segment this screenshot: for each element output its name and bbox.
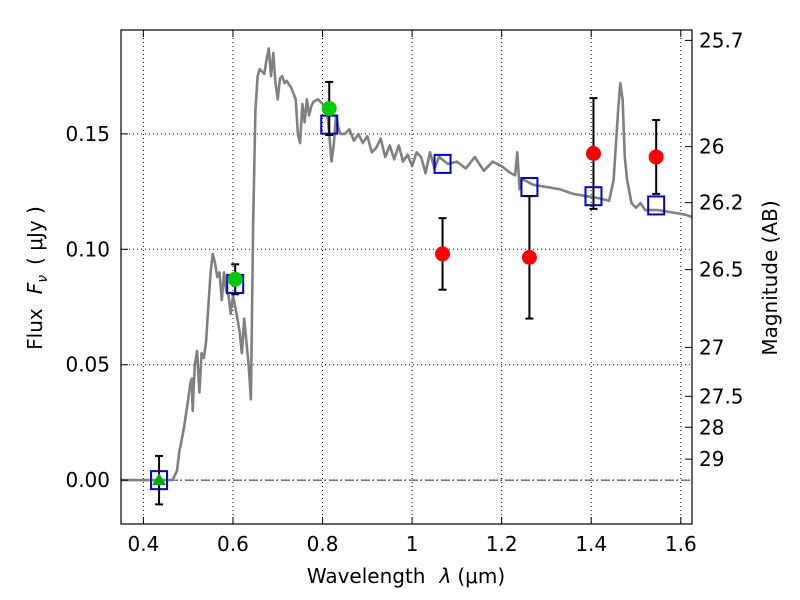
x-tick-label: 1.4 [575, 532, 607, 556]
magnitude-tick-label: 27.5 [699, 384, 744, 408]
magnitude-tick-label: 29 [699, 447, 724, 471]
magnitude-tick-label: 28 [699, 415, 724, 439]
sed-model-line [121, 47, 693, 482]
green-data-point [321, 100, 337, 116]
magnitude-tick-label: 26.5 [699, 258, 744, 282]
x-axis-label: Wavelength λ (μm) [307, 564, 505, 588]
magnitude-tick-label: 26.2 [699, 191, 744, 215]
x-tick-label: 0.4 [127, 532, 159, 556]
green-triangle-point [152, 473, 167, 486]
axes: 0.4 0.6 0.8 1 1.2 1.4 1.6 0.00 0.05 0.10 0.15 25.7 2… [65, 28, 743, 556]
y-tick-label: 0.10 [65, 237, 110, 261]
red-data-point [521, 249, 537, 265]
data-series [121, 47, 693, 506]
y-axis-label: FluxFν( μJy ) [23, 206, 51, 350]
red-data-point [435, 246, 451, 262]
y-tick-label: 0.00 [65, 468, 110, 492]
y-tick-label: 0.15 [65, 122, 110, 146]
x-tick-label: 1.6 [665, 532, 697, 556]
plot-frame [120, 29, 693, 525]
x-tick-label: 0.6 [217, 532, 249, 556]
model-photometry-square [647, 195, 666, 216]
x-tick-label: 0.8 [307, 532, 339, 556]
y-tick-label: 0.05 [65, 353, 110, 377]
magnitude-tick-label: 25.7 [699, 28, 744, 52]
green-data-point [227, 271, 243, 287]
magnitude-tick-label: 27 [699, 335, 724, 359]
x-tick-label: 1 [406, 532, 419, 556]
magnitude-tick-label: 26 [699, 135, 724, 159]
model-photometry-square [433, 153, 452, 174]
magnitude-axis-label: Magnitude (AB) [758, 200, 782, 355]
red-data-point [585, 146, 601, 161]
x-tick-label: 1.2 [486, 532, 518, 556]
red-data-point [648, 149, 664, 165]
